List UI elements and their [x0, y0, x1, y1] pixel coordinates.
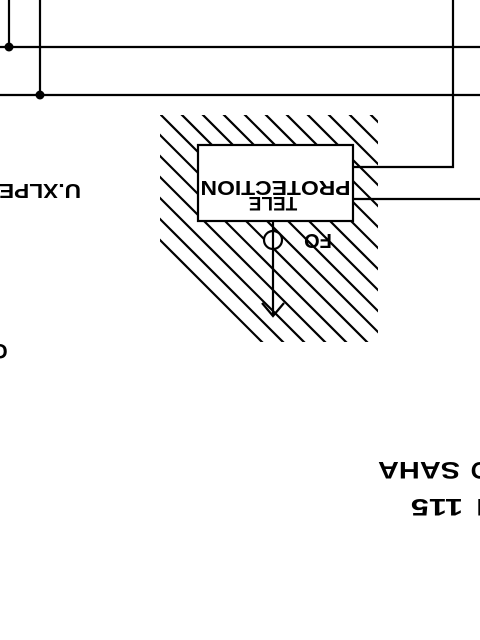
label-tele: TELE — [249, 192, 298, 213]
label-number: 115 — [411, 493, 463, 520]
hatch-line — [382, 0, 480, 350]
hatch-line — [160, 115, 355, 342]
junction-dot-lower — [35, 90, 45, 100]
protection-box-fill — [198, 145, 353, 221]
label-cable-type: U.XLPE — [0, 179, 81, 201]
label-saha: SAHA — [378, 456, 460, 483]
hatch-line — [339, 115, 378, 342]
box-connectors — [353, 0, 480, 201]
label-edge-mark-upper: O — [471, 456, 480, 483]
junction-dot-upper — [4, 42, 14, 52]
label-edge-mark-lower: I — [477, 493, 480, 520]
hatch-line — [160, 115, 271, 342]
hatch-line — [160, 115, 292, 342]
hatch-line — [192, 115, 378, 342]
connector-upper — [353, 0, 455, 169]
ground-arrow-head — [261, 302, 285, 318]
hatch-line — [160, 115, 334, 342]
ground-arrow — [261, 221, 285, 318]
bus-lines — [0, 0, 480, 97]
hatch-line — [360, 115, 378, 342]
protection-box — [196, 143, 355, 223]
label-edge-letter: C — [0, 339, 8, 362]
hatch-line — [160, 115, 313, 342]
label-protection: PROTECTION — [201, 176, 351, 198]
label-fo: FO — [304, 229, 332, 251]
